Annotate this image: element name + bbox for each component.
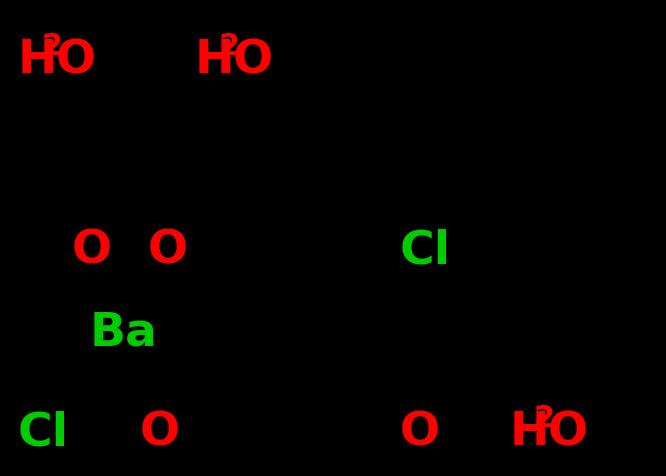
Text: H: H (195, 38, 234, 83)
Text: O: O (72, 228, 112, 273)
Text: Cl: Cl (400, 228, 451, 273)
Text: O: O (233, 38, 273, 83)
Text: O: O (148, 228, 188, 273)
Text: O: O (56, 38, 96, 83)
Text: Ba: Ba (90, 310, 158, 355)
Text: O: O (400, 410, 440, 455)
Text: Cl: Cl (18, 410, 69, 455)
Text: 2: 2 (534, 404, 555, 433)
Text: O: O (548, 410, 588, 455)
Text: 2: 2 (219, 32, 240, 61)
Text: H: H (510, 410, 549, 455)
Text: O: O (140, 410, 180, 455)
Text: H: H (18, 38, 58, 83)
Text: 2: 2 (42, 32, 63, 61)
